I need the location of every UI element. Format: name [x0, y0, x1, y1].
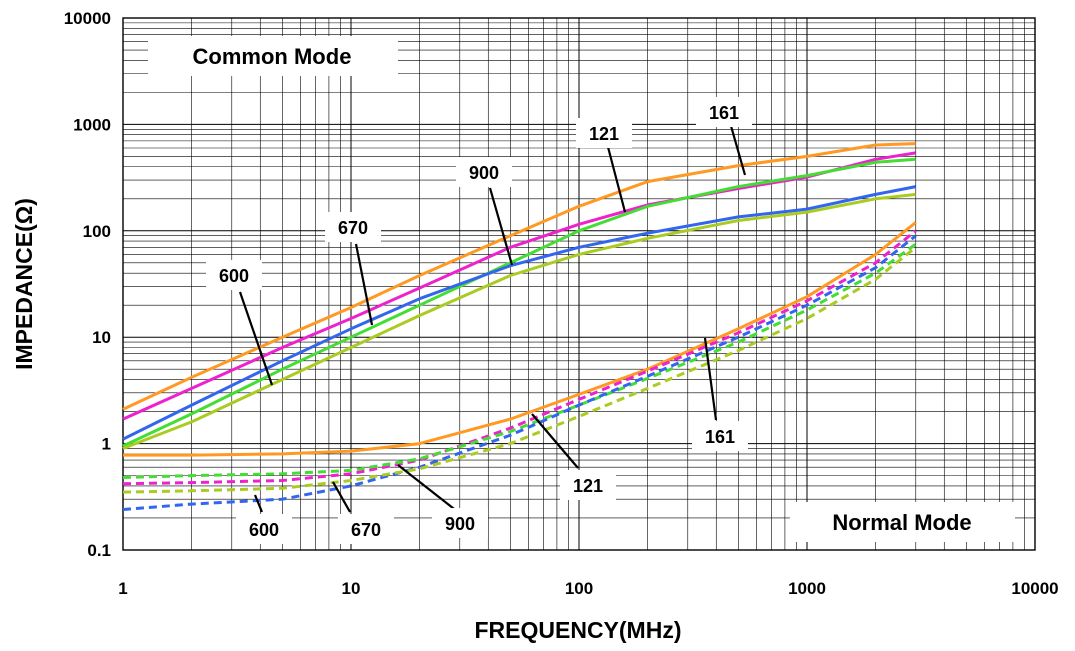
x-tick-label: 10: [342, 579, 361, 598]
point-label-600-normal: 600: [249, 520, 279, 540]
leader-line-600-normal: [253, 494, 264, 513]
common-mode-box: [148, 36, 398, 76]
point-label-161-common: 161: [709, 103, 739, 123]
label-box-121-normal: [560, 470, 616, 500]
point-label-161-normal: 161: [705, 427, 735, 447]
label-box-161-common: [696, 97, 752, 127]
leader-line-900-normal: [397, 464, 459, 513]
series-layer: [122, 142, 917, 511]
y-tick-label: 10000: [64, 9, 111, 28]
label-box-600-normal: [236, 514, 292, 544]
y-tick-label: 10: [92, 328, 111, 347]
series-line-161-common: [122, 142, 916, 411]
leader-line-670-normal: [332, 481, 351, 513]
y-axis-title: IMPEDANCE(Ω): [11, 198, 37, 370]
x-tick-label: 10000: [1011, 579, 1058, 598]
normal-mode-label: Normal Mode: [832, 510, 971, 535]
label-box-121-common: [576, 118, 632, 148]
point-label-121-normal: 121: [573, 476, 603, 496]
plot-area-frame: [122, 17, 1036, 551]
x-axis-title: FREQUENCY(MHz): [475, 617, 682, 643]
leader-line-161-common: [729, 125, 747, 176]
point-label-900-normal: 900: [445, 514, 475, 534]
common-mode-label: Common Mode: [193, 44, 352, 69]
label-box-670-common: [325, 212, 381, 242]
x-tick-label: 1: [118, 579, 127, 598]
y-tick-label: 1000: [73, 115, 111, 134]
y-tick-label: 1: [102, 435, 111, 454]
point-label-670-common: 670: [338, 218, 368, 238]
label-box-161-normal: [692, 421, 748, 451]
label-box-670-normal: [338, 514, 394, 544]
series-line-121-normal: [122, 229, 917, 486]
x-tick-label: 100: [565, 579, 593, 598]
x-tick-label: 1000: [788, 579, 826, 598]
y-tick-label: 100: [83, 222, 111, 241]
leader-line-600-common: [238, 291, 274, 386]
series-line-900-common: [122, 157, 916, 448]
y-tick-label: 0.1: [87, 541, 111, 560]
normal-mode-box: [790, 502, 1015, 542]
series-line-670-common: [122, 192, 916, 450]
series-line-161-normal: [123, 221, 917, 457]
point-label-121-common: 121: [589, 124, 619, 144]
point-label-900-common: 900: [469, 163, 499, 183]
series-line-600-normal: [122, 234, 917, 511]
label-box-900-normal: [432, 508, 488, 538]
point-label-600-common: 600: [219, 266, 249, 286]
label-box-900-common: [456, 157, 512, 187]
leader-line-900-common: [488, 187, 514, 266]
leader-line-161-normal: [703, 337, 718, 421]
series-line-600-common: [122, 185, 917, 441]
leader-line-121-normal: [531, 413, 579, 469]
leader-line-670-common: [354, 243, 374, 326]
leader-line-121-common: [606, 146, 627, 213]
point-label-670-normal: 670: [351, 520, 381, 540]
tick-labels: 1 10 100 1000 10000 0.1 1 10 100 1000 10000: [64, 9, 1059, 598]
label-box-600-common: [206, 260, 262, 290]
series-line-900-normal: [122, 242, 917, 479]
